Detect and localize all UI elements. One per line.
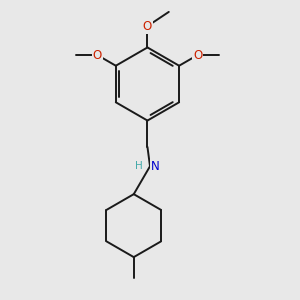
- Text: O: O: [143, 20, 152, 33]
- Text: O: O: [193, 49, 202, 62]
- Text: N: N: [151, 160, 160, 173]
- Text: O: O: [93, 49, 102, 62]
- Text: H: H: [135, 161, 143, 171]
